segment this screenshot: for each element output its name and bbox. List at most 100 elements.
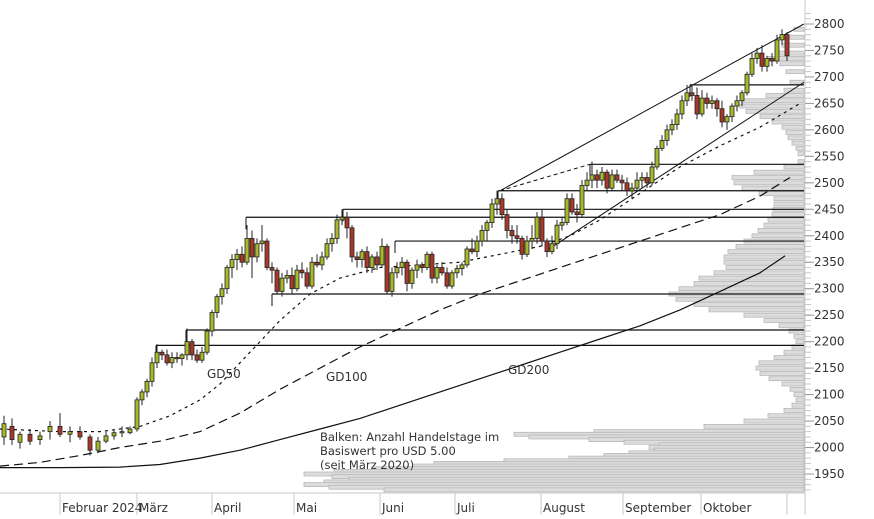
profile-bar (768, 376, 805, 382)
annotations: GD50 GD100 GD200 (207, 363, 549, 384)
profile-bar (723, 254, 805, 260)
candle-up (554, 224, 560, 245)
candle-up (127, 428, 133, 434)
candle-up (409, 269, 415, 284)
candle-up (549, 243, 555, 253)
candle-down (304, 272, 310, 287)
x-tick-label: März (139, 501, 168, 515)
candle-down (77, 431, 83, 438)
profile-bar (793, 26, 805, 32)
profile-bar (743, 312, 805, 318)
profile-bar (675, 296, 805, 302)
candle-down (624, 182, 630, 192)
candle-up (254, 243, 260, 258)
candle-down (539, 216, 545, 242)
y-tick-label: 2400 (814, 229, 845, 243)
candle-up (489, 203, 495, 223)
candle-up (529, 238, 535, 242)
candle-up (214, 296, 220, 313)
candle-down (439, 267, 445, 274)
profile-bar (693, 302, 805, 307)
candle-down (269, 267, 275, 271)
candle-down (604, 171, 610, 189)
profile-bar (791, 402, 805, 408)
profile-bar (781, 124, 805, 130)
candle-up (494, 198, 500, 205)
axes: 1950 2000 2050 2100 2150 2200 2250 2300 2350 2400… (0, 0, 845, 515)
profile-bar (763, 318, 805, 323)
candle-up (664, 129, 670, 141)
candle-up (679, 100, 685, 115)
profile-bar (797, 151, 805, 157)
candle-up (464, 248, 470, 266)
candle-down (404, 261, 410, 284)
x-tick-label: September (625, 501, 691, 515)
candlesticks (1, 29, 790, 456)
candle-up (639, 177, 645, 181)
candle-up (1, 423, 7, 438)
candle-up (584, 179, 590, 186)
profile-bar (775, 50, 805, 56)
candle-down (469, 248, 475, 253)
candle-up (399, 261, 405, 268)
profile-bar (765, 93, 805, 98)
y-tick-label: 2000 (814, 441, 845, 455)
chart-note: Balken: Anzahl Handelstage im Basiswert … (320, 430, 499, 472)
profile-bar (795, 397, 805, 403)
profile-bar (733, 180, 805, 186)
profile-bar (773, 201, 805, 207)
profile-bar (755, 365, 805, 371)
y-tick-label: 2300 (814, 282, 845, 296)
candle-down (299, 269, 305, 274)
candle-down (429, 253, 435, 279)
candle-down (444, 272, 450, 287)
profile-bar (727, 249, 805, 255)
profile-bar (791, 140, 805, 146)
candle-down (504, 214, 510, 231)
candle-up (649, 166, 655, 184)
profile-bar (693, 281, 805, 286)
candle-down (759, 52, 765, 67)
candle-up (739, 92, 745, 102)
profile-bar (753, 169, 805, 175)
candle-down (189, 341, 195, 356)
ma-line-gd100 (0, 176, 791, 467)
x-tick-label: April (214, 501, 241, 515)
candle-up (139, 391, 145, 401)
candle-down (314, 261, 320, 266)
candle-down (769, 58, 775, 62)
y-tick-label: 2800 (814, 17, 845, 31)
candle-down (249, 238, 255, 258)
candle-up (754, 52, 760, 59)
candle-up (744, 73, 750, 94)
candle-up (774, 39, 780, 62)
trend-line (499, 163, 591, 192)
candle-down (264, 240, 270, 268)
y-tick-label: 2450 (814, 202, 845, 216)
candle-up (524, 240, 530, 255)
candle-up (389, 272, 395, 292)
y-tick-label: 2550 (814, 149, 845, 163)
candle-up (111, 432, 117, 437)
profile-bar (757, 228, 805, 233)
y-tick-label: 2350 (814, 255, 845, 269)
candle-up (764, 58, 770, 67)
profile-bar (793, 392, 805, 397)
candle-up (119, 431, 125, 434)
moving-averages (0, 102, 801, 469)
candle-down (704, 97, 710, 104)
profile-bar (759, 114, 805, 120)
y-tick-label: 2250 (814, 308, 845, 322)
candle-down (544, 240, 550, 253)
ma-line-gd50 (0, 102, 801, 433)
x-tick-label: August (543, 501, 585, 515)
y-tick-label: 2600 (814, 123, 845, 137)
profile-bar (771, 119, 805, 125)
profile-bar (783, 87, 805, 93)
candle-up (209, 312, 215, 332)
profile-bar (767, 413, 805, 419)
candle-up (309, 261, 315, 287)
ma-label: GD100 (326, 370, 367, 384)
